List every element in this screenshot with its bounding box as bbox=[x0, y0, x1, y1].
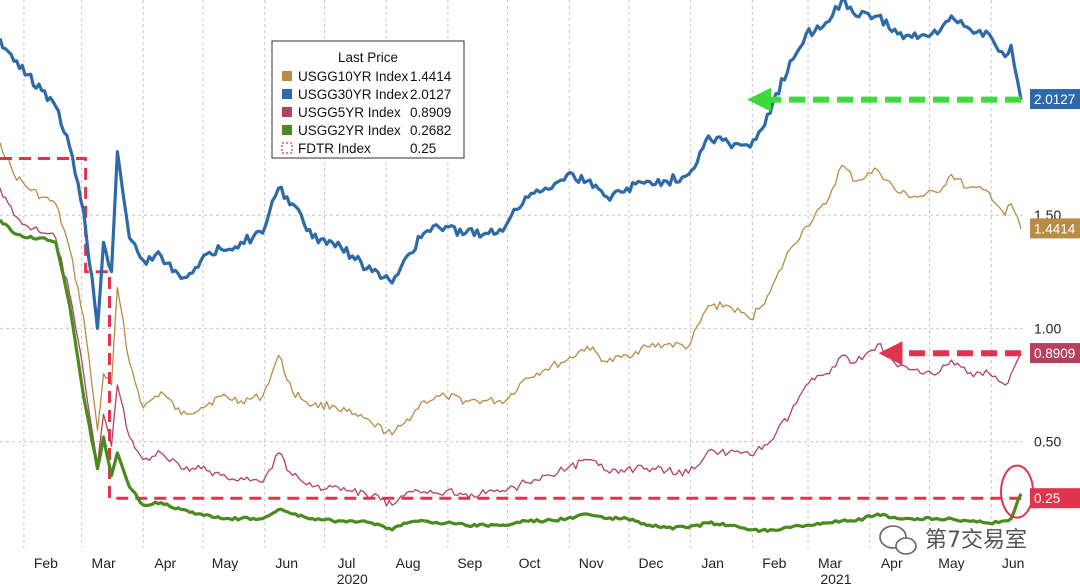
x-tick-label-10: Dec bbox=[638, 555, 663, 571]
legend-entry-usgg30: USGG30YR Index 2.0127 bbox=[282, 87, 451, 102]
legend-entry-name: USGG2YR Index bbox=[298, 123, 401, 138]
value-tag-box bbox=[1030, 343, 1080, 364]
x-tick-label-7: Sep bbox=[457, 555, 482, 571]
x-tick-label-0: Feb bbox=[34, 555, 58, 571]
axes: Feb Mar Apr May Jun Jul Aug Sep Oct Nov Dec Jan Feb M… bbox=[34, 207, 1062, 586]
legend-entry-value: 1.4414 bbox=[410, 69, 452, 84]
legend-entry-value: 0.2682 bbox=[410, 123, 451, 138]
x-tick-label-2: Apr bbox=[154, 555, 176, 571]
x-tick-label-3: May bbox=[212, 555, 238, 571]
value-tag-1: 1.4414 bbox=[1030, 218, 1080, 239]
value-tags: 2.0127 1.4414 0.8909 0.25 bbox=[1030, 89, 1080, 509]
x-tick-label-14: Apr bbox=[881, 555, 903, 571]
x-tick-label-8: Oct bbox=[519, 555, 541, 571]
series-line-usgg30 bbox=[0, 0, 1023, 330]
legend-swatch bbox=[282, 89, 292, 99]
legend-swatch bbox=[282, 125, 292, 135]
annotations bbox=[747, 87, 1035, 519]
x-year-label-1: 2021 bbox=[820, 571, 851, 586]
legend-entry-value: 2.0127 bbox=[410, 87, 451, 102]
x-tick-label-5: Jul bbox=[337, 555, 355, 571]
legend-entry-usgg5: USGG5YR Index 0.8909 bbox=[282, 105, 451, 120]
legend-entry-usgg2: USGG2YR Index 0.2682 bbox=[282, 123, 451, 138]
legend-entry-name: USGG10YR Index bbox=[298, 69, 409, 84]
wechat-bubble-large bbox=[879, 525, 907, 549]
legend-entry-value: 0.25 bbox=[410, 141, 436, 156]
wechat-bubble-small bbox=[895, 537, 917, 555]
gridlines bbox=[0, 0, 1025, 548]
legend-entry-name: FDTR Index bbox=[298, 141, 371, 156]
legend-entry-value: 0.8909 bbox=[410, 105, 451, 120]
series-lines bbox=[0, 0, 1025, 533]
x-tick-label-11: Jan bbox=[701, 555, 724, 571]
series-line-usgg5 bbox=[0, 187, 1022, 507]
x-tick-label-15: May bbox=[938, 555, 964, 571]
value-tag-text: 0.25 bbox=[1034, 491, 1060, 506]
x-tick-label-12: Feb bbox=[762, 555, 786, 571]
series-line-usgg2 bbox=[0, 218, 1023, 533]
x-tick-label-16: Jun bbox=[1002, 555, 1025, 571]
value-tag-3: 0.25 bbox=[1030, 488, 1080, 509]
series-line-usgg10 bbox=[0, 142, 1022, 436]
legend-entry-name: USGG5YR Index bbox=[298, 105, 401, 120]
legend-box bbox=[271, 40, 465, 159]
value-tag-box bbox=[1030, 488, 1080, 509]
value-tag-text: 1.4414 bbox=[1034, 221, 1076, 236]
y-tick-label-1: 1.00 bbox=[1034, 320, 1061, 336]
legend-title: Last Price bbox=[338, 50, 398, 65]
x-tick-label-9: Nov bbox=[579, 555, 604, 571]
legend-entry-name: USGG30YR Index bbox=[298, 87, 409, 102]
series-line-fdtr bbox=[0, 157, 1025, 500]
x-tick-label-13: Mar bbox=[818, 555, 842, 571]
value-tag-0: 2.0127 bbox=[1030, 89, 1080, 110]
value-tag-2: 0.8909 bbox=[1030, 343, 1080, 364]
y-tick-label-0: 0.50 bbox=[1034, 434, 1061, 450]
legend-swatch bbox=[281, 142, 293, 154]
legend-swatch bbox=[282, 107, 292, 117]
x-tick-label-1: Mar bbox=[92, 555, 116, 571]
annotation-circle bbox=[1000, 464, 1035, 519]
x-tick-label-6: Aug bbox=[396, 555, 421, 571]
legend-entry-usgg10: USGG10YR Index 1.4414 bbox=[282, 69, 452, 84]
value-tag-text: 0.8909 bbox=[1034, 346, 1075, 361]
legend-swatch bbox=[282, 71, 292, 81]
value-tag-text: 2.0127 bbox=[1034, 92, 1075, 107]
legend-entry-fdtr: FDTR Index 0.25 bbox=[281, 141, 436, 156]
wechat-icon bbox=[879, 525, 917, 555]
value-tag-box bbox=[1030, 218, 1080, 239]
watermark-text: 第7交易室 bbox=[925, 528, 1027, 553]
x-year-label-0: 2020 bbox=[337, 571, 368, 586]
value-tag-box bbox=[1030, 89, 1080, 110]
x-tick-label-4: Jun bbox=[275, 555, 298, 571]
watermark: 第7交易室 bbox=[879, 525, 1027, 555]
